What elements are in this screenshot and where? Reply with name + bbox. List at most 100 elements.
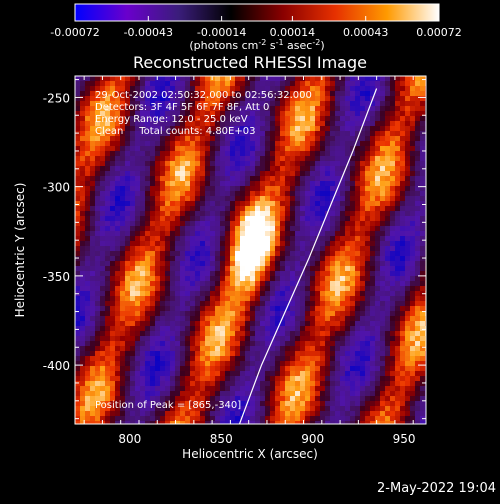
- heatmap-cell: [280, 306, 285, 311]
- heatmap-cell: [315, 106, 320, 111]
- heatmap-cell: [130, 361, 135, 366]
- heatmap-cell: [195, 411, 200, 416]
- heatmap-cell: [230, 381, 235, 386]
- heatmap-cell: [115, 216, 120, 221]
- heatmap-cell: [190, 321, 195, 326]
- heatmap-cell: [295, 126, 300, 131]
- heatmap-cell: [360, 391, 365, 396]
- heatmap-cell: [365, 281, 370, 286]
- heatmap-cell: [190, 351, 195, 356]
- heatmap-cell: [390, 391, 395, 396]
- heatmap-cell: [380, 301, 385, 306]
- heatmap-cell: [345, 286, 350, 291]
- heatmap-cell: [255, 131, 260, 136]
- heatmap-cell: [395, 311, 400, 316]
- heatmap-cell: [390, 256, 395, 261]
- heatmap-cell: [375, 261, 380, 266]
- heatmap-cell: [225, 326, 230, 331]
- heatmap-cell: [195, 316, 200, 321]
- heatmap-cell: [295, 356, 300, 361]
- heatmap-cell: [350, 391, 355, 396]
- heatmap-cell: [365, 386, 370, 391]
- heatmap-cell: [365, 316, 370, 321]
- heatmap-cell: [330, 166, 335, 171]
- heatmap-cell: [405, 376, 410, 381]
- heatmap-cell: [390, 411, 395, 416]
- heatmap-cell: [325, 316, 330, 321]
- heatmap-cell: [230, 191, 235, 196]
- heatmap-cell: [295, 181, 300, 186]
- heatmap-cell: [335, 121, 340, 126]
- heatmap-cell: [300, 186, 305, 191]
- heatmap-cell: [365, 361, 370, 366]
- heatmap-cell: [325, 101, 330, 106]
- heatmap-cell: [325, 201, 330, 206]
- heatmap-cell: [335, 166, 340, 171]
- heatmap-cell: [170, 196, 175, 201]
- heatmap-cell: [190, 346, 195, 351]
- heatmap-cell: [80, 276, 85, 281]
- heatmap-cell: [180, 176, 185, 181]
- heatmap-cell: [380, 76, 385, 81]
- heatmap-cell: [185, 141, 190, 146]
- heatmap-cell: [335, 101, 340, 106]
- heatmap-cell: [295, 246, 300, 251]
- heatmap-cell: [350, 181, 355, 186]
- heatmap-cell: [355, 181, 360, 186]
- heatmap-cell: [295, 386, 300, 391]
- heatmap-cell: [95, 221, 100, 226]
- heatmap-cell: [235, 81, 240, 86]
- heatmap-cell: [370, 266, 375, 271]
- heatmap-cell: [105, 226, 110, 231]
- heatmap-cell: [410, 141, 415, 146]
- heatmap-cell: [140, 191, 145, 196]
- heatmap-cell: [205, 286, 210, 291]
- heatmap-cell: [190, 81, 195, 86]
- heatmap-cell: [375, 386, 380, 391]
- heatmap-cell: [375, 206, 380, 211]
- heatmap-cell: [195, 186, 200, 191]
- heatmap-cell: [80, 166, 85, 171]
- heatmap-cell: [325, 301, 330, 306]
- heatmap-cell: [195, 216, 200, 221]
- heatmap-cell: [220, 191, 225, 196]
- heatmap-cell: [320, 131, 325, 136]
- heatmap-cell: [180, 221, 185, 226]
- heatmap-cell: [225, 231, 230, 236]
- heatmap-cell: [215, 356, 220, 361]
- heatmap-cell: [355, 411, 360, 416]
- heatmap-cell: [195, 266, 200, 271]
- heatmap-cell: [405, 256, 410, 261]
- heatmap-cell: [370, 341, 375, 346]
- heatmap-cell: [110, 341, 115, 346]
- heatmap-cell: [250, 271, 255, 276]
- heatmap-cell: [150, 326, 155, 331]
- heatmap-cell: [350, 381, 355, 386]
- heatmap-cell: [325, 136, 330, 141]
- heatmap-cell: [245, 76, 250, 81]
- heatmap-cell: [340, 86, 345, 91]
- heatmap-cell: [320, 401, 325, 406]
- heatmap-cell: [80, 386, 85, 391]
- heatmap-cell: [375, 376, 380, 381]
- heatmap-cell: [305, 366, 310, 371]
- heatmap-cell: [390, 211, 395, 216]
- heatmap-cell: [185, 411, 190, 416]
- heatmap-cell: [150, 261, 155, 266]
- heatmap-cell: [370, 176, 375, 181]
- heatmap-cell: [275, 241, 280, 246]
- heatmap-cell: [255, 321, 260, 326]
- heatmap-cell: [160, 321, 165, 326]
- heatmap-cell: [340, 106, 345, 111]
- heatmap-cell: [185, 346, 190, 351]
- heatmap-cell: [115, 76, 120, 81]
- heatmap-cell: [210, 371, 215, 376]
- heatmap-cell: [320, 261, 325, 266]
- heatmap-cell: [155, 366, 160, 371]
- heatmap-cell: [130, 371, 135, 376]
- heatmap-cell: [385, 101, 390, 106]
- heatmap-cell: [75, 96, 80, 101]
- heatmap-cell: [420, 211, 425, 216]
- heatmap-cell: [275, 231, 280, 236]
- heatmap-cell: [355, 191, 360, 196]
